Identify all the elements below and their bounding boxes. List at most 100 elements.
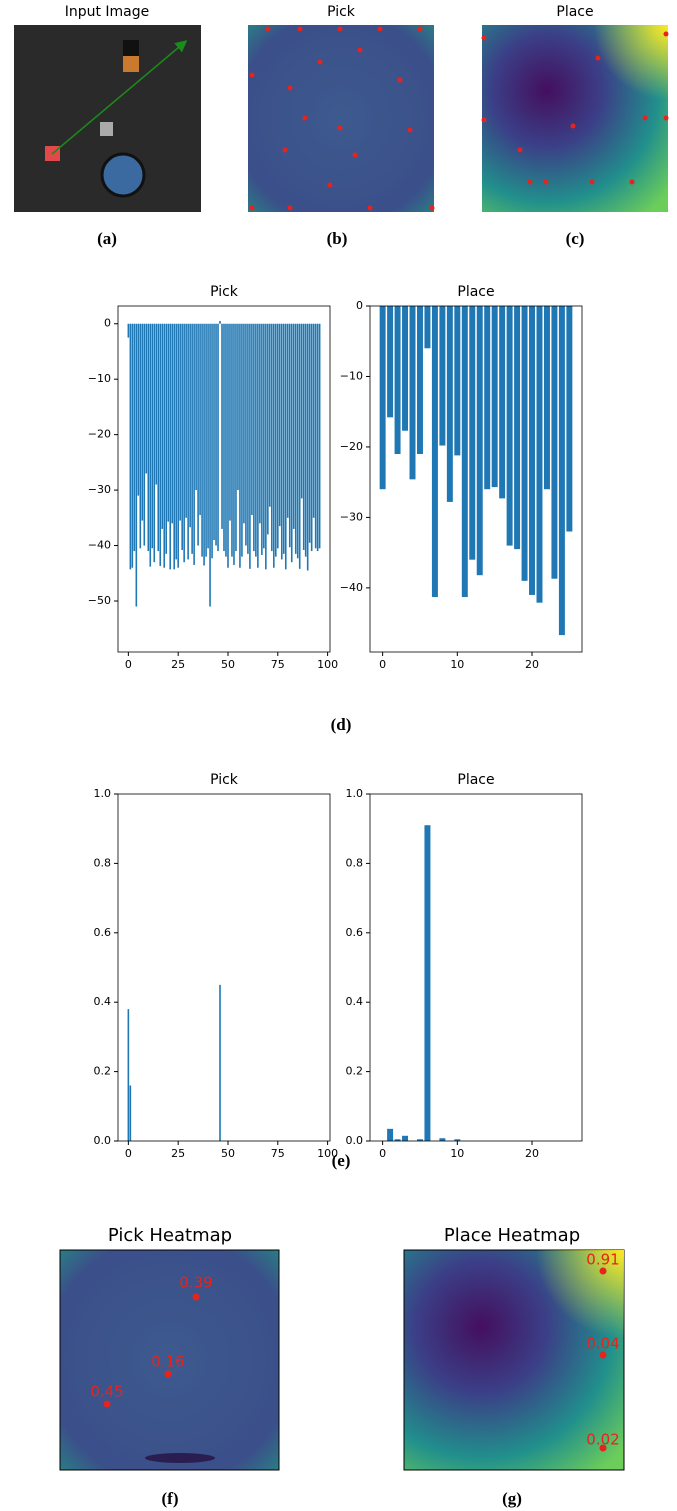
bar (281, 324, 283, 560)
chart-title: Place (457, 284, 494, 300)
bar (307, 324, 309, 571)
bar (165, 324, 167, 554)
y-tick-label: 1.0 (346, 787, 364, 800)
bar (223, 324, 225, 551)
bar (136, 324, 138, 607)
y-tick-label: 0.2 (346, 1065, 364, 1078)
bar (189, 324, 191, 527)
x-tick-label: 10 (450, 658, 464, 671)
y-tick-label: −40 (88, 539, 111, 552)
panel-title: Input Image (65, 4, 150, 20)
caption: (g) (502, 1489, 522, 1508)
bar (134, 324, 136, 551)
bar (439, 1138, 445, 1141)
bar (263, 324, 265, 549)
y-tick-label: −10 (340, 369, 363, 382)
point (104, 1401, 111, 1408)
bar (309, 324, 311, 543)
plot-frame (370, 306, 582, 652)
bar (243, 324, 245, 524)
y-tick-label: −20 (340, 440, 363, 453)
bar (175, 324, 177, 560)
page: {"figure": { "panel_a": {"title": "Input… (0, 0, 677, 1511)
bar (289, 324, 291, 547)
bar (145, 324, 147, 474)
caption: (a) (97, 229, 117, 248)
bar (179, 324, 181, 521)
bar (187, 324, 189, 560)
x-tick-label: 100 (317, 658, 338, 671)
bar (209, 324, 211, 607)
annotation: 0.45 (90, 1383, 123, 1401)
bar (279, 324, 281, 526)
bar (207, 324, 209, 549)
bar (227, 324, 229, 568)
bar (231, 324, 233, 557)
bar (432, 306, 438, 597)
bar (215, 324, 217, 546)
bar (233, 324, 235, 565)
bar (291, 324, 293, 562)
bar (140, 324, 142, 549)
bar (285, 324, 287, 570)
bar (153, 324, 155, 562)
bar (151, 324, 153, 549)
x-tick-label: 25 (171, 1147, 185, 1160)
x-tick-label: 20 (525, 1147, 539, 1160)
annotation: 0.02 (586, 1431, 619, 1449)
object (102, 154, 144, 196)
bar (424, 306, 430, 348)
bar (319, 324, 321, 549)
y-tick-label: 0.8 (346, 856, 364, 869)
bar (387, 1129, 393, 1141)
bar (566, 306, 572, 531)
bar (315, 324, 317, 549)
caption: (d) (331, 715, 352, 734)
bar (255, 324, 257, 557)
bar (257, 324, 259, 568)
bar (171, 324, 173, 524)
bar (211, 324, 213, 559)
y-tick-label: −20 (88, 428, 111, 441)
annotation: 0.16 (151, 1353, 184, 1371)
chart-title: Pick (210, 284, 239, 300)
bar (163, 324, 165, 568)
bar (167, 324, 169, 522)
y-tick-label: −30 (88, 483, 111, 496)
bar (181, 324, 183, 550)
bar (387, 306, 393, 417)
bar (261, 324, 263, 555)
bar (271, 324, 273, 551)
bar (201, 324, 203, 557)
bar (514, 306, 520, 549)
y-tick-label: 0 (356, 299, 363, 312)
bar (277, 324, 279, 549)
bar (439, 306, 445, 446)
panel-title: Pick (327, 4, 356, 20)
bar (283, 324, 285, 554)
bar (130, 324, 132, 570)
x-tick-label: 0 (379, 658, 386, 671)
object (123, 40, 139, 56)
bar (484, 306, 490, 489)
bar (275, 324, 277, 557)
bar (293, 324, 295, 529)
x-tick-label: 0 (125, 1147, 132, 1160)
plot-frame (118, 794, 330, 1141)
x-tick-label: 10 (450, 1147, 464, 1160)
bar (417, 306, 423, 454)
bar (265, 324, 267, 570)
bar (149, 324, 151, 567)
bar (492, 306, 498, 487)
bar (259, 324, 261, 524)
bar (522, 306, 528, 581)
bar (144, 324, 146, 546)
bar (173, 324, 175, 570)
bar (219, 321, 221, 324)
y-tick-label: 0.6 (94, 926, 112, 939)
panel-title: Place (556, 4, 593, 20)
bar (305, 324, 307, 557)
bar (159, 324, 161, 566)
bar (559, 306, 565, 635)
bar (203, 324, 205, 566)
